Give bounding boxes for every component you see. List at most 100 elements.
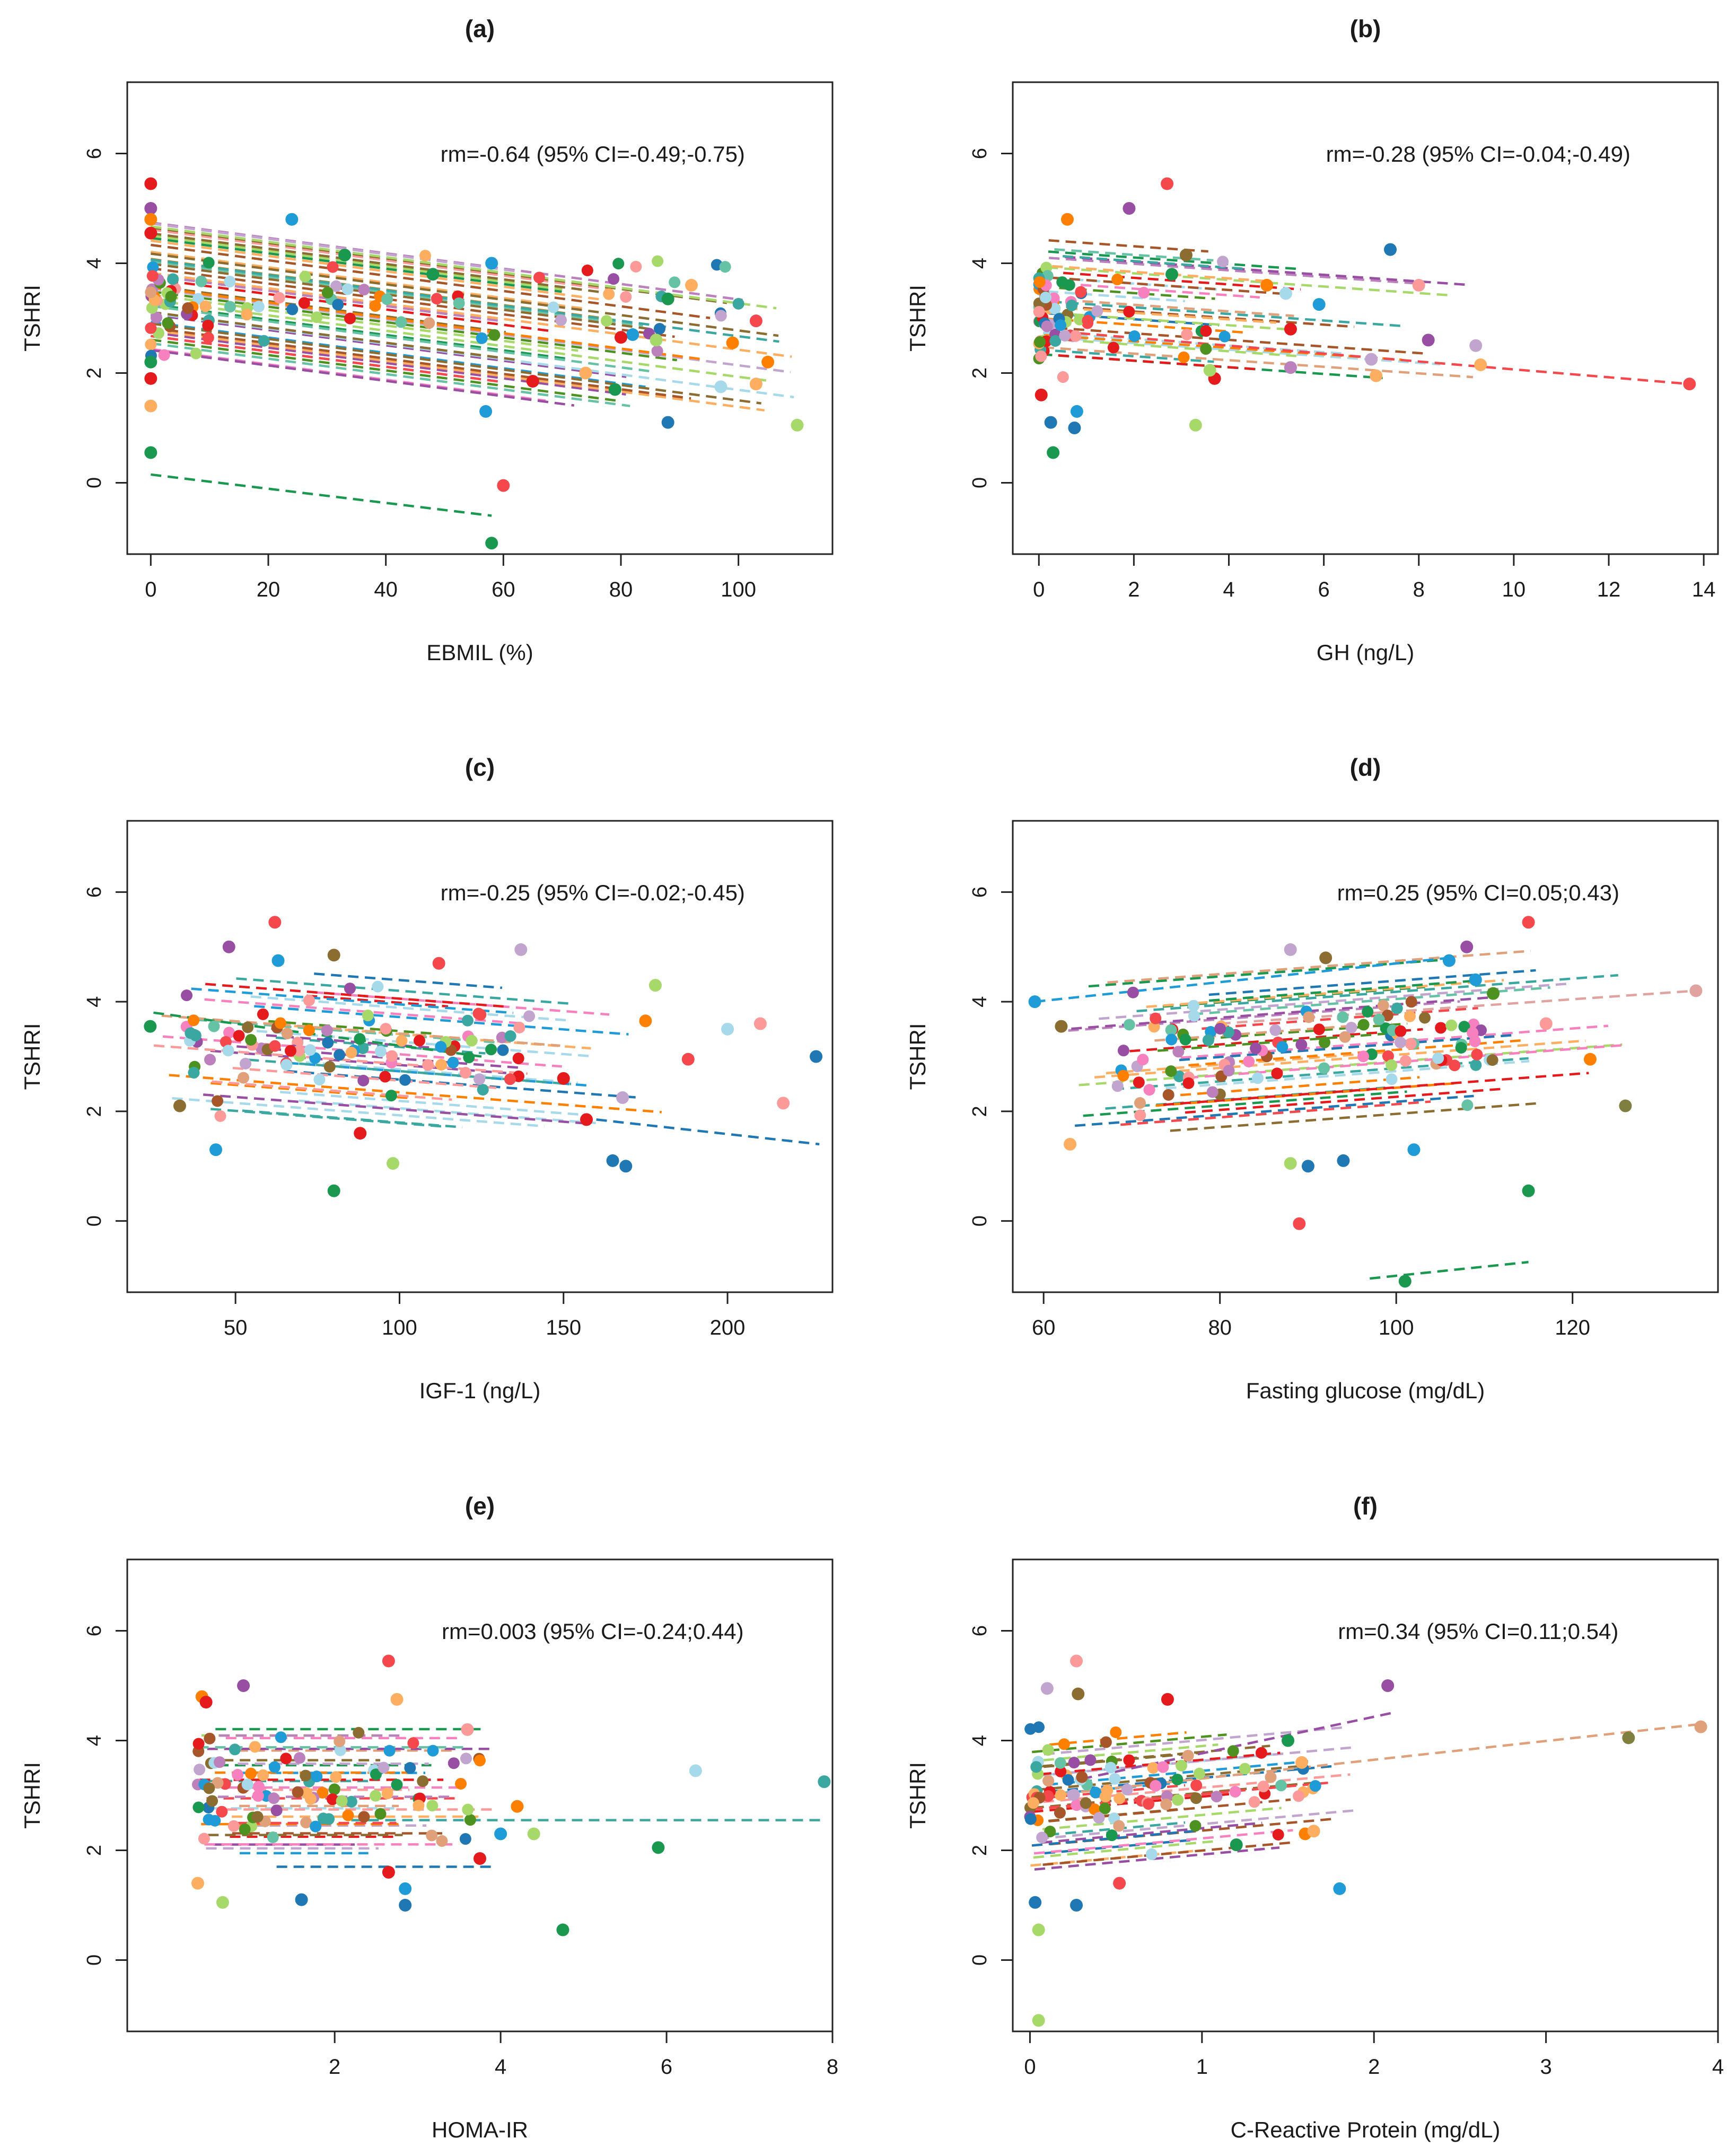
data-point <box>1111 1080 1124 1092</box>
data-point <box>300 1769 312 1782</box>
data-point <box>1362 1006 1374 1018</box>
data-point <box>1539 1017 1553 1030</box>
data-point <box>334 1049 346 1061</box>
data-point <box>1084 1754 1097 1766</box>
data-point <box>242 1021 254 1033</box>
data-point <box>222 1045 234 1057</box>
data-point <box>661 292 674 305</box>
data-point <box>1188 1000 1200 1012</box>
data-point <box>192 1801 205 1813</box>
data-point <box>1123 202 1136 215</box>
x-tick-label: 6 <box>1318 578 1330 601</box>
y-tick-label: 0 <box>83 477 106 488</box>
data-point <box>652 1841 665 1854</box>
data-point <box>268 916 282 929</box>
y-axis-title: TSHRI <box>905 1023 930 1090</box>
data-point <box>1190 1792 1202 1804</box>
data-point <box>239 1823 251 1835</box>
plot-frame <box>1012 820 1719 1293</box>
data-point <box>1032 1923 1045 1936</box>
data-point <box>345 1795 357 1808</box>
regression-line <box>1034 1765 1301 1791</box>
data-point <box>252 301 265 313</box>
data-point <box>303 994 315 1006</box>
data-point <box>1040 291 1052 303</box>
regression-line <box>1185 1088 1503 1114</box>
data-point <box>1127 986 1139 998</box>
data-point <box>523 1010 536 1022</box>
data-point <box>407 1737 419 1749</box>
data-point <box>1422 334 1435 347</box>
data-point <box>1260 278 1274 292</box>
data-point <box>188 1014 200 1027</box>
data-point <box>714 380 727 393</box>
x-axis-title: EBMIL (%) <box>426 640 533 665</box>
data-point <box>761 355 775 369</box>
data-point <box>1076 1771 1088 1783</box>
regression-line <box>256 1030 593 1058</box>
x-tick-label: 20 <box>257 578 280 601</box>
data-point <box>216 1806 228 1818</box>
x-tick-label: 8 <box>1413 578 1425 601</box>
data-point <box>323 1813 335 1825</box>
regression-line <box>1136 974 1618 1013</box>
y-tick-label: 2 <box>83 1845 106 1856</box>
data-point <box>504 1030 516 1042</box>
data-point <box>1257 1781 1269 1793</box>
x-axis-title: Fasting glucose (mg/dL) <box>1246 1378 1485 1403</box>
regression-line <box>172 1097 545 1128</box>
data-point <box>144 213 157 226</box>
regression-line <box>1071 996 1489 1030</box>
data-point <box>494 1827 507 1841</box>
data-point <box>653 322 665 335</box>
data-point <box>1435 1022 1447 1034</box>
data-point <box>1284 322 1297 336</box>
data-point <box>1248 1796 1260 1808</box>
data-point <box>1214 1022 1226 1035</box>
regression-line <box>1163 1072 1589 1106</box>
x-tick-label: 200 <box>710 1316 746 1339</box>
data-point <box>818 1775 831 1789</box>
data-point <box>1418 1012 1431 1024</box>
data-point <box>1066 299 1078 311</box>
data-point <box>145 286 157 299</box>
x-tick-label: 100 <box>721 578 756 601</box>
data-point <box>1319 1036 1331 1048</box>
regression-line <box>1220 989 1696 1025</box>
data-point <box>399 1882 412 1895</box>
regression-line <box>151 284 506 334</box>
data-point <box>1442 954 1456 967</box>
panel-label: (c) <box>465 753 495 781</box>
panel-label: (e) <box>465 1492 495 1520</box>
data-point <box>476 332 488 344</box>
data-point <box>1072 1687 1085 1701</box>
data-point <box>581 264 593 276</box>
data-point <box>1067 1789 1079 1801</box>
data-point <box>1055 1765 1067 1777</box>
data-point <box>150 311 162 323</box>
data-point <box>461 1723 474 1736</box>
data-point <box>608 273 620 285</box>
data-point <box>612 258 625 270</box>
data-point <box>1218 330 1231 343</box>
data-point <box>1058 1738 1070 1750</box>
data-point <box>1357 1019 1370 1031</box>
regression-line <box>151 342 630 407</box>
data-point <box>1432 1052 1444 1064</box>
data-point <box>1044 1826 1056 1838</box>
data-point <box>273 292 285 304</box>
data-point <box>267 1831 279 1843</box>
data-point <box>204 1054 216 1066</box>
data-point <box>1386 1073 1398 1085</box>
data-point <box>252 1790 264 1802</box>
regression-line <box>1120 1100 1431 1126</box>
data-point <box>1357 1050 1370 1063</box>
data-point <box>661 416 674 429</box>
data-point <box>1107 341 1119 354</box>
data-point <box>321 1024 333 1037</box>
data-point <box>1486 1054 1498 1066</box>
y-tick-label: 6 <box>969 1625 991 1636</box>
data-point <box>1109 1773 1121 1785</box>
regression-line <box>232 1066 497 1089</box>
